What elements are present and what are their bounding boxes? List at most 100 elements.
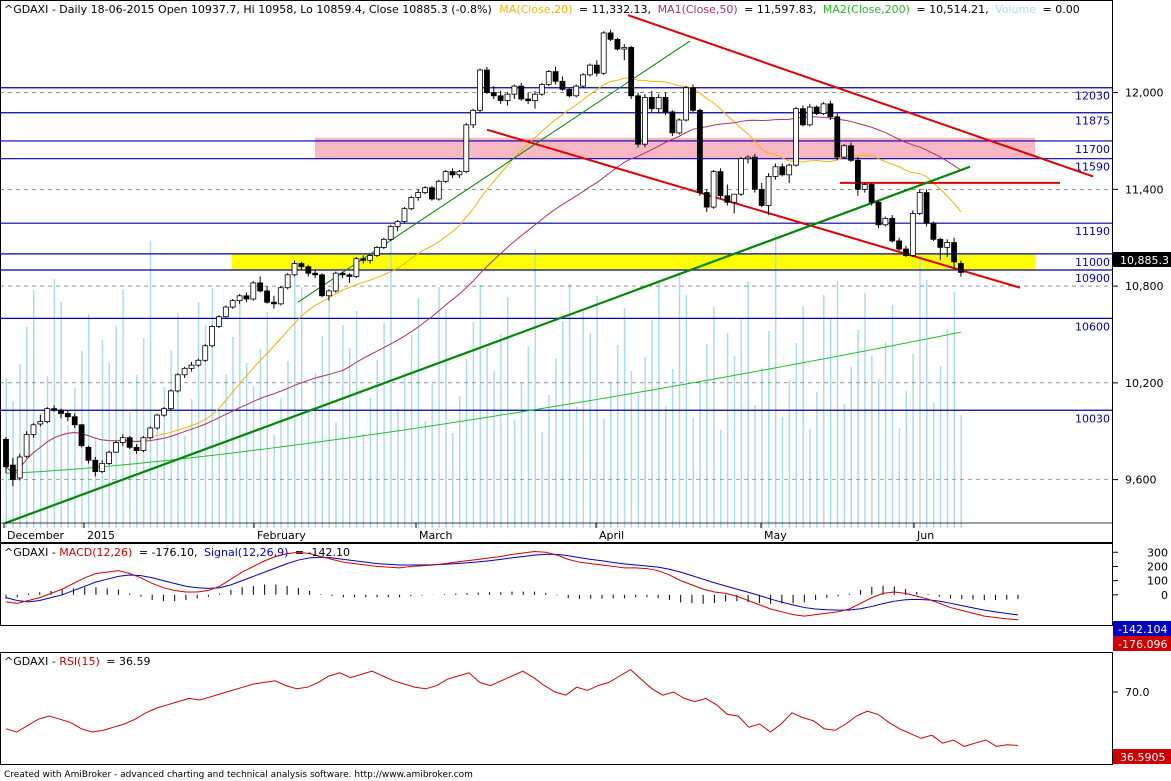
volume-bar [809,429,811,528]
candle [738,157,744,196]
volume-bar [671,369,674,528]
candle [161,407,167,417]
candle [861,182,868,193]
candle-body [119,437,126,443]
candle [751,153,758,193]
volume-bar [211,288,214,528]
volume-bar [218,411,220,528]
candle-body [319,274,325,297]
candle [284,273,291,290]
candle [9,457,16,487]
candle-body [861,184,868,190]
candle [820,102,827,116]
candle-body [277,287,284,305]
candle-body [367,255,374,261]
candle-body [600,32,607,74]
volume-bar [177,313,179,528]
candle-body [264,290,270,303]
volume-bar [719,430,722,528]
candle-body [30,424,37,435]
candle-body [209,326,216,347]
candle [78,423,85,448]
volume-bar [754,405,756,528]
volume-bar [170,350,172,528]
volume-bar [74,388,76,528]
volume-bar [424,421,427,528]
volume-bar [747,282,749,528]
candle [958,260,964,277]
signal-line [5,553,1019,616]
macd-tick-label: 300 [1147,546,1168,559]
candle [504,92,511,106]
level-label: 10600 [1075,320,1110,333]
date-tick-label: April [599,529,624,542]
header-ma20-value: = 11,332.13, [579,3,651,16]
candle-body [793,108,799,166]
volume-bar [527,346,530,528]
candle-body [958,263,964,273]
volume-bar [204,325,207,528]
candle-body [401,208,408,222]
volume-bar [287,361,289,528]
volume-bar [520,383,523,528]
candle [525,92,532,104]
volume-bar [877,379,880,528]
signal-value-tag-text: -176.096 [1118,638,1167,651]
volume-bar [637,394,640,528]
candle-body [353,258,360,277]
candle [51,405,57,412]
candle-body [380,238,387,248]
candle-body [854,159,861,190]
volume-bar [108,363,111,528]
candle-body [3,438,9,468]
candle-body [429,187,435,200]
volume-bars [5,226,962,528]
volume-bar [768,331,770,528]
candle-body [628,47,635,97]
volume-bar [163,387,166,528]
candle [58,408,64,419]
candle [642,94,648,148]
volume-bar [616,345,619,528]
candle-body [772,166,779,177]
candle-body [92,459,99,472]
candle-body [113,442,119,453]
candle [332,271,339,293]
volume-bar [960,415,962,528]
candle [800,105,806,127]
volume-bar [946,329,949,528]
candle-body [250,282,257,300]
candle [559,76,566,91]
candle-body [696,109,703,193]
volume-bar [376,360,378,528]
candle [353,257,360,279]
candle [408,195,415,211]
candle-body [422,187,428,193]
header-symbol-line: ^GDAXI - Daily 18-06-2015 Open 10937.7, … [4,3,492,16]
candle [765,173,772,216]
volume-bar [225,374,227,528]
candle [916,189,923,216]
volume-bar [850,367,853,528]
candle-body [779,166,786,176]
candle-body [580,74,586,87]
rsi-line [5,668,1019,747]
candle-body [216,316,222,327]
candle [133,444,140,454]
candle-body [951,242,957,263]
candle [518,82,525,101]
volume-bar [685,295,688,528]
candles [3,29,964,487]
candle-body [360,258,367,261]
candle-body [44,408,51,422]
candle-body [284,274,291,289]
candle [106,450,112,466]
moving-averages [5,77,962,474]
candle-body [78,424,85,447]
candle [387,224,394,241]
volume-bar [816,392,818,528]
volume-bar [706,344,708,528]
candle [552,66,559,85]
candle [930,221,937,241]
volume-bar [905,391,907,528]
